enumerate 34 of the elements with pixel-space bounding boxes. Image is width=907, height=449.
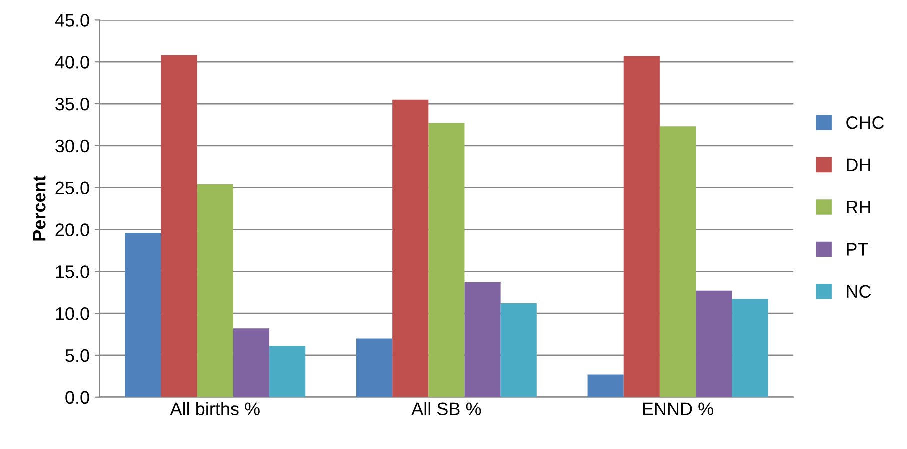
bar xyxy=(588,374,624,398)
legend-label: CHC xyxy=(846,116,884,130)
legend-label: RH xyxy=(847,201,870,214)
y-tick-label: 0.0 xyxy=(66,391,90,404)
bar xyxy=(624,56,660,398)
y-tick-label: 40.0 xyxy=(55,56,90,69)
legend-label: NC xyxy=(847,285,872,298)
bar xyxy=(161,55,198,398)
bar xyxy=(356,338,393,398)
bar xyxy=(428,123,465,398)
y-tick-label: 15.0 xyxy=(56,266,90,278)
x-tick-label: All SB % xyxy=(412,402,482,416)
y-tick-label: 20.0 xyxy=(56,224,90,236)
y-tick-label: 45.0 xyxy=(55,14,90,27)
y-tick-label: 5.0 xyxy=(66,349,90,362)
legend-label: DH xyxy=(847,158,870,172)
bar xyxy=(233,328,270,398)
y-tick-label: 30.0 xyxy=(56,140,90,153)
bar xyxy=(500,303,537,398)
bar xyxy=(197,184,234,398)
bar xyxy=(732,299,768,398)
x-tick-label: All births % xyxy=(170,402,260,416)
x-tick-label: ENND % xyxy=(643,402,714,416)
bar xyxy=(464,282,501,398)
bar xyxy=(270,346,306,398)
y-tick-label: 35.0 xyxy=(56,98,90,111)
y-tick-label: 10.0 xyxy=(56,307,90,320)
y-tick-label: 25.0 xyxy=(56,182,90,195)
bar xyxy=(392,100,429,398)
bar xyxy=(660,126,696,398)
bar xyxy=(125,233,162,398)
y-axis-title: Percent xyxy=(33,176,46,241)
legend-label: PT xyxy=(847,243,868,256)
bar xyxy=(696,290,732,398)
